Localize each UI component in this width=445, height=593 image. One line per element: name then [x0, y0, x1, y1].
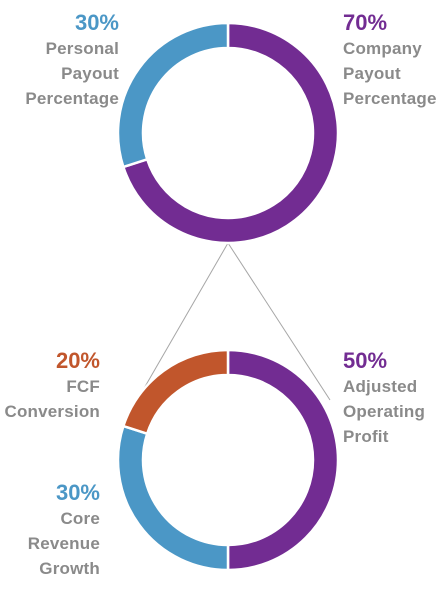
label-adjusted-operating-profit: 50% Adjusted Operating Profit [343, 348, 425, 449]
slice-company-payout-percentage [121, 21, 340, 245]
label-personal-payout-line1: Personal [45, 39, 119, 58]
slice-core-revenue-growth [116, 424, 230, 572]
label-fcf-conversion: 20% FCF Conversion [4, 348, 100, 424]
label-core-revenue-growth-pct: 30% [55, 480, 100, 505]
bottom-donut [116, 348, 340, 572]
label-company-payout: 70% Company Payout Percentage [343, 10, 437, 111]
label-personal-payout-line2: Payout [61, 64, 119, 83]
label-core-revenue-growth: 30% Core Revenue Growth [28, 480, 100, 581]
label-adjusted-operating-profit-pct: 50% [343, 348, 388, 373]
label-fcf-conversion-pct: 20% [55, 348, 100, 373]
label-personal-payout-line3: Percentage [25, 89, 119, 108]
label-fcf-conversion-line2: Conversion [4, 402, 100, 421]
connector-line-right [227, 242, 331, 401]
label-core-revenue-growth-line2: Revenue [27, 534, 100, 553]
label-company-payout-line1: Company [343, 39, 422, 58]
label-fcf-conversion-line1: FCF [66, 377, 100, 396]
top-donut [116, 21, 340, 245]
slice-adjusted-operating-profit [226, 348, 340, 572]
label-adjusted-operating-profit-line2: Operating [343, 402, 426, 421]
label-company-payout-line3: Percentage [343, 89, 437, 108]
slice-fcf-conversion [121, 348, 230, 436]
label-personal-payout-pct: 30% [74, 10, 119, 35]
slice-personal-payout-percentage [116, 21, 230, 169]
label-core-revenue-growth-line1: Core [60, 509, 100, 528]
label-company-payout-line2: Payout [343, 64, 401, 83]
label-adjusted-operating-profit-line3: Profit [343, 427, 389, 446]
label-core-revenue-growth-line3: Growth [39, 559, 100, 578]
label-personal-payout: 30% Personal Payout Percentage [25, 10, 119, 111]
label-company-payout-pct: 70% [343, 10, 388, 35]
label-adjusted-operating-profit-line1: Adjusted [343, 377, 418, 396]
